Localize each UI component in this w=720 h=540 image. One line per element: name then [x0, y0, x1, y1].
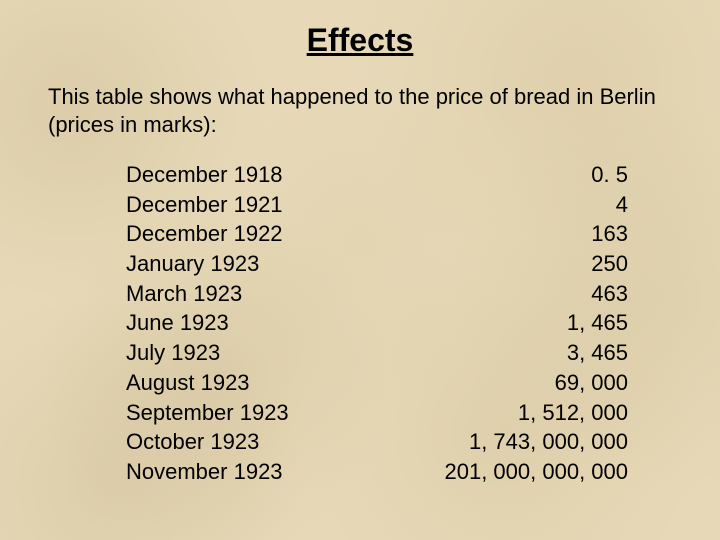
table-row: July 1923 3, 465 [126, 338, 628, 368]
date-cell: December 1921 [126, 190, 283, 220]
price-cell: 1, 512, 000 [518, 398, 628, 428]
date-cell: July 1923 [126, 338, 220, 368]
table-row: June 1923 1, 465 [126, 308, 628, 338]
date-cell: March 1923 [126, 279, 242, 309]
price-cell: 463 [591, 279, 628, 309]
price-cell: 0. 5 [591, 160, 628, 190]
date-cell: December 1922 [126, 219, 283, 249]
date-cell: September 1923 [126, 398, 289, 428]
table-row: March 1923 463 [126, 279, 628, 309]
page-title: Effects [0, 0, 720, 59]
price-table: December 19180. 5December 19214December … [0, 160, 720, 487]
price-cell: 3, 465 [567, 338, 628, 368]
table-row: December 1918 0. 5 [126, 160, 628, 190]
intro-text: This table shows what happened to the pr… [48, 83, 672, 138]
price-cell: 163 [591, 219, 628, 249]
table-row: January 1923 250 [126, 249, 628, 279]
price-cell: 201, 000, 000, 000 [445, 457, 629, 487]
table-row: August 1923 69, 000 [126, 368, 628, 398]
price-cell: 69, 000 [555, 368, 628, 398]
table-row: November 1923 201, 000, 000, 000 [126, 457, 628, 487]
price-cell: 1, 743, 000, 000 [469, 427, 628, 457]
price-cell: 4 [616, 190, 628, 220]
date-cell: August 1923 [126, 368, 250, 398]
date-cell: November 1923 [126, 457, 283, 487]
date-cell: January 1923 [126, 249, 259, 279]
date-cell: June 1923 [126, 308, 229, 338]
table-row: December 1922 163 [126, 219, 628, 249]
date-cell: December 1918 [126, 160, 283, 190]
price-cell: 1, 465 [567, 308, 628, 338]
date-cell: October 1923 [126, 427, 259, 457]
price-cell: 250 [591, 249, 628, 279]
table-row: October 1923 1, 743, 000, 000 [126, 427, 628, 457]
table-row: September 1923 1, 512, 000 [126, 398, 628, 428]
table-row: December 1921 4 [126, 190, 628, 220]
